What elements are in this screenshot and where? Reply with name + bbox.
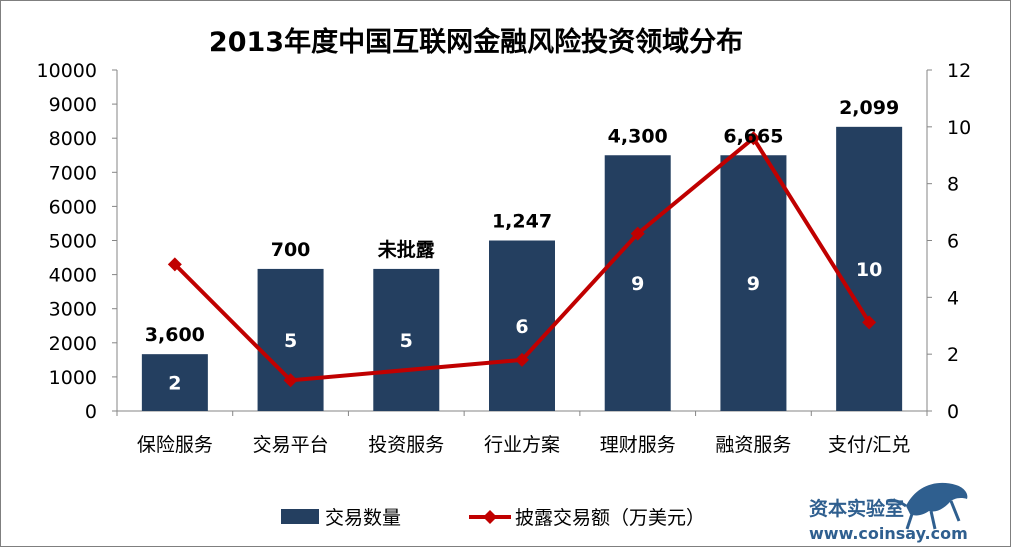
left-tick-label: 2000 xyxy=(49,333,97,355)
category-label: 支付/汇兑 xyxy=(828,434,910,456)
left-tick-label: 1000 xyxy=(49,367,97,389)
line-point xyxy=(515,352,529,367)
right-tick-label: 10 xyxy=(947,117,971,139)
category-label: 投资服务 xyxy=(368,434,444,456)
line-point xyxy=(167,257,182,272)
left-tick-label: 6000 xyxy=(49,196,97,218)
left-tick-label: 5000 xyxy=(49,231,97,253)
right-tick-label: 2 xyxy=(947,344,959,366)
amount-label: 2,099 xyxy=(839,97,899,119)
bar-value-label: 5 xyxy=(400,330,413,352)
amount-series-line xyxy=(173,135,871,383)
left-tick-label: 3000 xyxy=(49,299,97,321)
legend-label-line: 披露交易额（万美元） xyxy=(515,507,705,529)
bar-value-label: 6 xyxy=(515,316,528,338)
bar xyxy=(373,268,440,411)
bar xyxy=(836,126,903,411)
line-point xyxy=(283,373,298,388)
line-point xyxy=(630,226,645,241)
bar-value-label: 10 xyxy=(856,259,882,281)
category-label: 理财服务 xyxy=(600,434,676,456)
right-tick-label: 6 xyxy=(947,231,959,253)
category-label: 行业方案 xyxy=(484,434,560,456)
amount-label: 4,300 xyxy=(608,125,668,147)
left-tick-label: 9000 xyxy=(49,94,97,116)
chart-title: 2013年度中国互联网金融风险投资领域分布 xyxy=(209,26,743,58)
bar xyxy=(604,155,671,411)
category-label: 交易平台 xyxy=(253,434,329,456)
left-tick-label: 4000 xyxy=(49,265,97,287)
legend-swatch-marker xyxy=(483,510,497,524)
bar-value-label: 9 xyxy=(631,273,644,295)
amount-label: 3,600 xyxy=(145,324,205,346)
right-tick-label: 12 xyxy=(947,60,971,82)
bar-value-label: 9 xyxy=(747,273,760,295)
bar-value-label: 2 xyxy=(168,373,181,395)
bar xyxy=(257,268,324,411)
left-tick-label: 0 xyxy=(85,401,97,423)
line-point xyxy=(746,131,761,146)
amount-label: 700 xyxy=(271,239,311,261)
watermark: 资本实验室 www.coinsay.com xyxy=(809,482,968,543)
amount-label: 未批露 xyxy=(377,238,436,261)
amount-label: 6,665 xyxy=(723,125,783,147)
category-label: 融资服务 xyxy=(715,434,791,456)
watermark-url: www.coinsay.com xyxy=(809,524,968,543)
right-tick-label: 4 xyxy=(947,287,959,309)
line-point xyxy=(862,315,877,330)
category-label: 保险服务 xyxy=(137,434,213,456)
left-tick-label: 10000 xyxy=(37,60,97,82)
bar xyxy=(141,354,208,411)
bar-value-label: 5 xyxy=(284,330,297,352)
watermark-name: 资本实验室 xyxy=(809,497,904,520)
bar xyxy=(489,240,555,411)
left-tick-label: 8000 xyxy=(49,128,97,150)
legend-label-bars: 交易数量 xyxy=(325,507,401,529)
legend-swatch-bars xyxy=(281,509,319,524)
amount-label: 1,247 xyxy=(492,211,552,233)
right-tick-label: 0 xyxy=(947,401,959,423)
left-tick-label: 7000 xyxy=(49,162,97,184)
leopard-logo-icon xyxy=(886,482,968,530)
bar xyxy=(720,155,787,411)
right-tick-label: 8 xyxy=(947,174,959,196)
